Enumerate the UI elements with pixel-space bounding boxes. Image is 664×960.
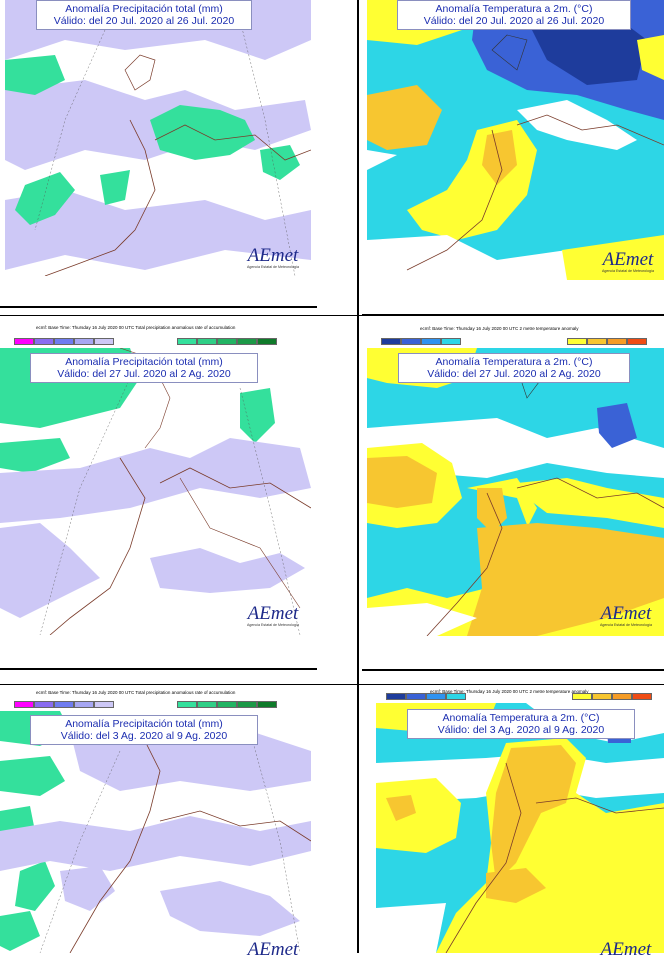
color-swatch [386,693,406,700]
temp-map-week3 [376,703,664,953]
map-title-box: Anomalía Temperatura a 2m. (°C) Válido: … [397,0,631,30]
aemet-logo: AEmet Agencia Estatal de Meteorología [592,604,660,627]
precip-map-week2 [0,348,311,635]
aemet-logo-text: AEmet [247,245,299,266]
temp-cold-scale [381,338,461,345]
color-swatch [177,701,197,708]
aemet-logo: AEmet Agencia Estatal de Meteorología [240,604,306,627]
row-divider-2 [0,684,664,685]
color-swatch [592,693,612,700]
map-title-box: Anomalía Precipitación total (mm) Válido… [36,0,252,30]
color-swatch [381,338,401,345]
aemet-logo-text: AEmet [247,603,299,624]
color-swatch [74,338,94,345]
rule-line [0,668,317,670]
map-title-box: Anomalía Temperatura a 2m. (°C) Válido: … [407,709,635,739]
color-swatch [54,338,74,345]
map-title: Anomalía Precipitación total (mm) [65,718,223,730]
aemet-logo: AEmet [592,940,660,959]
forecast-header: ecmf: Base Time: Thursday 16 July 2020 0… [36,690,236,695]
map-valid-dates: Válido: del 3 Ag. 2020 al 9 Ag. 2020 [60,730,228,742]
forecast-header: ecmf: Base Time: Thursday 16 July 2020 0… [430,689,589,694]
aemet-logo-text: AEmet [602,249,654,270]
color-swatch [632,693,652,700]
temp-map-week1 [367,0,664,280]
color-swatch [94,701,114,708]
map-title: Anomalía Temperatura a 2m. (°C) [442,712,600,724]
map-valid-dates: Válido: del 27 Jul. 2020 al 2 Ag. 2020 [427,368,601,380]
aemet-logo-subtitle: Agencia Estatal de Meteorología [247,265,299,269]
forecast-header: ecmf: Base Time: Thursday 16 July 2020 0… [36,325,236,330]
aemet-logo: AEmet Agencia Estatal de Meteorología [240,246,306,269]
precip-dry-scale [14,701,114,708]
precip-map-week3 [0,711,311,953]
temp-map-week2 [367,348,664,636]
color-swatch [572,693,592,700]
color-swatch [237,701,257,708]
map-title-box: Anomalía Temperatura a 2m. (°C) Válido: … [398,353,630,383]
temp-warm-scale [572,693,652,700]
map-title: Anomalía Temperatura a 2m. (°C) [435,3,593,15]
temp-cold-scale [386,693,466,700]
color-swatch [94,338,114,345]
map-title: Anomalía Precipitación total (mm) [65,356,223,368]
rule-line [362,669,664,671]
color-swatch [14,338,34,345]
aemet-logo-text: AEmet [247,939,299,960]
color-swatch [441,338,461,345]
aemet-logo-subtitle: Agencia Estatal de Meteorología [247,623,299,627]
color-swatch [257,338,277,345]
color-swatch [237,338,257,345]
color-swatch [177,338,197,345]
map-title-box: Anomalía Precipitación total (mm) Válido… [30,353,258,383]
color-swatch [217,338,237,345]
color-swatch [587,338,607,345]
map-valid-dates: Válido: del 20 Jul. 2020 al 26 Jul. 2020 [53,15,235,27]
map-valid-dates: Válido: del 27 Jul. 2020 al 2 Ag. 2020 [57,368,231,380]
color-swatch [421,338,441,345]
color-swatch [54,701,74,708]
color-swatch [197,338,217,345]
map-title: Anomalía Temperatura a 2m. (°C) [435,356,593,368]
map-valid-dates: Válido: del 3 Ag. 2020 al 9 Ag. 2020 [437,724,605,736]
precip-wet-scale [177,338,277,345]
color-swatch [446,693,466,700]
map-valid-dates: Válido: del 20 Jul. 2020 al 26 Jul. 2020 [423,15,605,27]
precip-dry-scale [14,338,114,345]
map-title-box: Anomalía Precipitación total (mm) Válido… [30,715,258,745]
aemet-logo-text: AEmet [600,939,652,960]
aemet-logo: AEmet [240,940,306,959]
map-title: Anomalía Precipitación total (mm) [65,3,223,15]
rule-line [0,306,317,308]
color-swatch [406,693,426,700]
aemet-logo-subtitle: Agencia Estatal de Meteorología [600,623,652,627]
color-swatch [567,338,587,345]
precip-wet-scale [177,701,277,708]
color-swatch [197,701,217,708]
color-swatch [74,701,94,708]
color-swatch [14,701,34,708]
forecast-header: ecmf: Base Time: Thursday 16 July 2020 0… [420,326,579,331]
aemet-logo-text: AEmet [600,603,652,624]
rule-line [362,314,664,316]
color-swatch [401,338,421,345]
color-swatch [34,338,54,345]
aemet-logo: AEmet Agencia Estatal de Meteorología [594,250,662,273]
color-swatch [426,693,446,700]
column-divider [357,0,359,953]
row-divider-1 [0,315,664,316]
temp-warm-scale [567,338,647,345]
color-swatch [257,701,277,708]
color-swatch [612,693,632,700]
aemet-logo-subtitle: Agencia Estatal de Meteorología [602,269,654,273]
precip-map-week1 [5,0,311,276]
color-swatch [34,701,54,708]
color-swatch [627,338,647,345]
color-swatch [607,338,627,345]
color-swatch [217,701,237,708]
